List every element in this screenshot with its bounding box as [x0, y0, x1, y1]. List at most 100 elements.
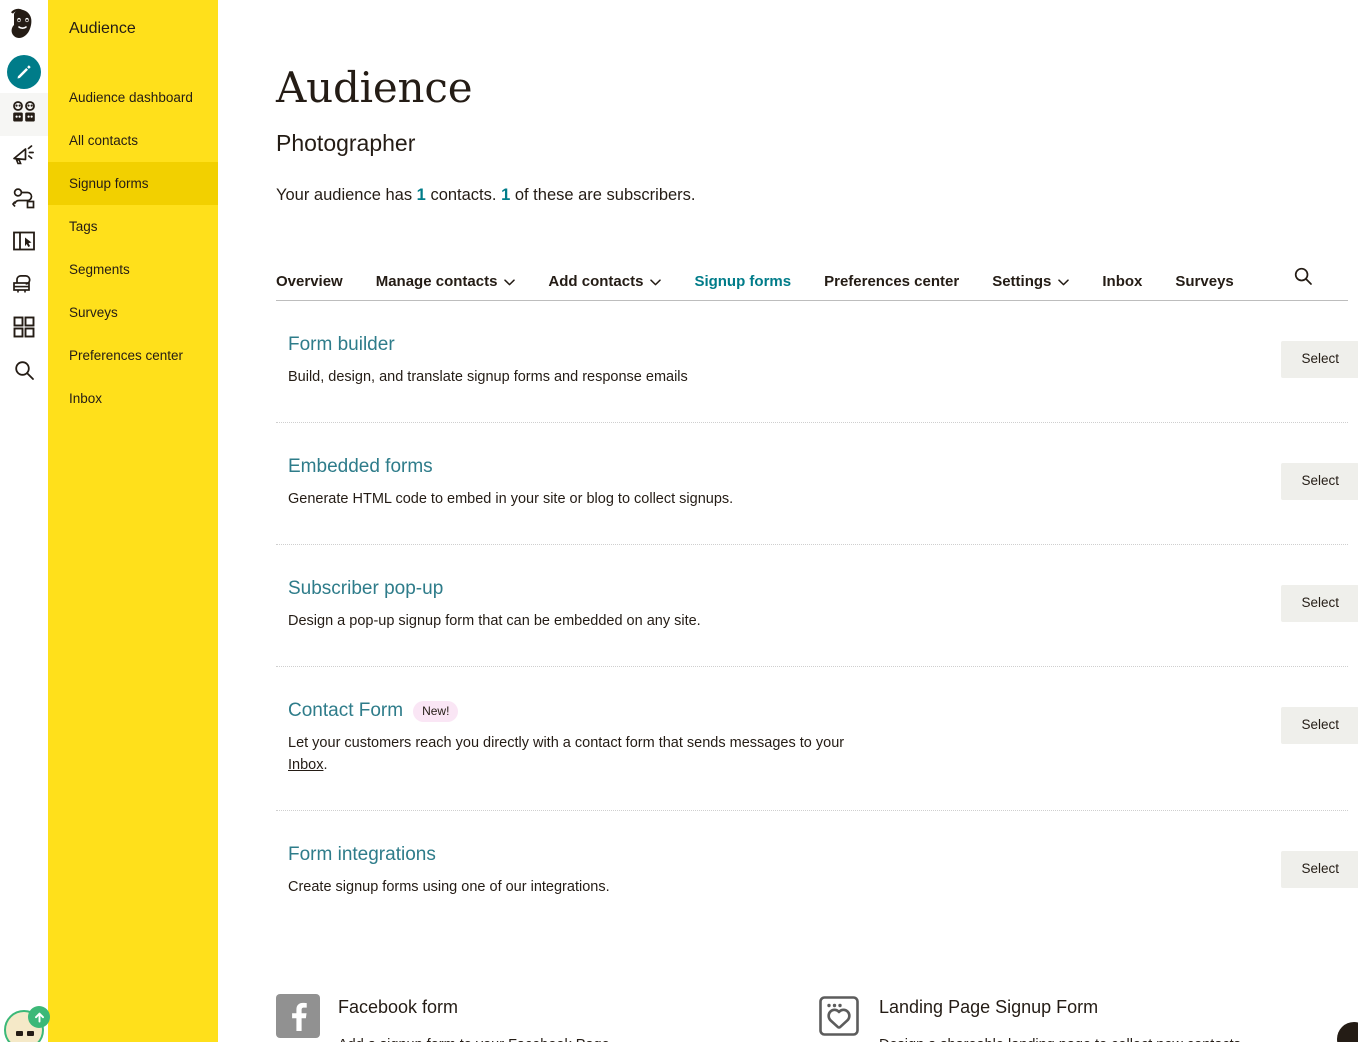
summary-text-post: of these are subscribers.	[510, 186, 696, 204]
tab-add-contacts[interactable]: Add contacts	[548, 273, 662, 300]
option-title-label: Form builder	[288, 334, 395, 355]
additional-options-cards: Facebook form Add a signup form to your …	[276, 994, 1358, 1042]
tab-label: Surveys	[1175, 273, 1234, 290]
card-description: Add a signup form to your Facebook Page.	[338, 1035, 614, 1042]
tab-manage-contacts[interactable]: Manage contacts	[376, 273, 516, 300]
option-description: Create signup forms using one of our int…	[288, 879, 610, 895]
sidebar-item-label: All contacts	[69, 133, 139, 148]
arrow-up-icon[interactable]	[28, 1006, 50, 1028]
option-title-label: Subscriber pop-up	[288, 578, 444, 599]
tab-inbox[interactable]: Inbox	[1102, 273, 1142, 300]
card-title: Landing Page Signup Form	[879, 997, 1099, 1017]
pencil-compose-icon	[7, 54, 41, 89]
sidebar-item-audience-dashboard[interactable]: Audience dashboard	[48, 76, 218, 119]
option-description-pre: Let your customers reach you directly wi…	[288, 735, 845, 751]
tab-label: Signup forms	[694, 273, 792, 290]
sidebar-item-preferences-center[interactable]: Preferences center	[48, 334, 218, 377]
megaphone-campaigns-icon	[12, 144, 36, 171]
audience-summary: Your audience has 1 contacts. 1 of these…	[276, 184, 1358, 206]
sidebar-item-all-contacts[interactable]: All contacts	[48, 119, 218, 162]
option-title-link[interactable]: Form builder	[288, 333, 1348, 357]
tab-label: Manage contacts	[375, 273, 498, 290]
icon-rail	[0, 0, 50, 1042]
sidebar-nav-list: Audience dashboard All contacts Signup f…	[48, 76, 218, 420]
subscribers-count: 1	[501, 186, 511, 204]
facebook-icon	[276, 994, 320, 1042]
rail-item-integrations[interactable]	[0, 308, 48, 351]
option-row-subscriber-popup: Subscriber pop-up Design a pop-up signup…	[276, 545, 1358, 667]
contacts-count: 1	[416, 186, 426, 204]
option-description: Let your customers reach you directly wi…	[288, 732, 858, 776]
sidebar-item-surveys[interactable]: Surveys	[48, 291, 218, 334]
select-button-form-builder[interactable]: Select	[1281, 341, 1358, 378]
select-button-subscriber-popup[interactable]: Select	[1281, 585, 1358, 622]
sidebar-item-label: Tags	[69, 219, 98, 234]
option-row-form-integrations: Form integrations Create signup forms us…	[276, 811, 1358, 932]
rail-item-automations[interactable]	[0, 179, 48, 222]
option-title-label: Form integrations	[288, 844, 436, 865]
rail-item-campaigns[interactable]	[0, 136, 48, 179]
option-row-embedded-forms: Embedded forms Generate HTML code to emb…	[276, 423, 1358, 545]
chevron-down-icon	[1058, 273, 1070, 290]
option-title-link[interactable]: Subscriber pop-up	[288, 577, 1348, 601]
tab-label: Inbox	[1102, 273, 1143, 290]
audience-sidebar: Audience Audience dashboard All contacts…	[48, 0, 218, 1042]
content-studio-icon	[12, 273, 36, 300]
option-description: Generate HTML code to embed in your site…	[288, 491, 734, 507]
option-description: Design a pop-up signup form that can be …	[288, 613, 701, 629]
select-button-form-integrations[interactable]: Select	[1281, 851, 1358, 888]
tab-label: Preferences center	[824, 273, 960, 290]
option-title-label: Embedded forms	[288, 456, 433, 477]
search-icon	[1293, 267, 1313, 290]
audience-tab-bar: Overview Manage contacts Add contacts Si…	[276, 267, 1348, 301]
audience-name: Photographer	[276, 130, 416, 156]
tab-label: Add contacts	[548, 273, 644, 290]
sidebar-item-tags[interactable]: Tags	[48, 205, 218, 248]
rail-item-content[interactable]	[0, 265, 48, 308]
summary-text-pre: Your audience has	[276, 186, 417, 204]
option-title-link[interactable]: Embedded forms	[288, 455, 1348, 479]
sidebar-item-label: Surveys	[69, 305, 118, 320]
tab-preferences-center[interactable]: Preferences center	[824, 273, 959, 300]
tab-overview[interactable]: Overview	[276, 273, 343, 300]
option-title-label: Contact Form	[288, 700, 404, 721]
tab-signup-forms[interactable]: Signup forms	[694, 273, 791, 300]
chevron-down-icon	[650, 273, 662, 290]
sidebar-item-label: Signup forms	[69, 176, 149, 191]
rail-item-search[interactable]	[0, 351, 48, 394]
rail-item-compose[interactable]	[0, 50, 48, 93]
option-title-link[interactable]: Form integrations	[288, 843, 1348, 867]
card-facebook-form: Facebook form Add a signup form to your …	[276, 994, 817, 1042]
inbox-link[interactable]: Inbox	[288, 757, 324, 773]
tab-search-button[interactable]	[1293, 266, 1313, 300]
rail-avatar-area[interactable]	[0, 1006, 50, 1042]
sidebar-item-segments[interactable]: Segments	[48, 248, 218, 291]
option-title-link[interactable]: Contact Form New!	[288, 699, 1348, 723]
tab-surveys[interactable]: Surveys	[1175, 273, 1233, 300]
sidebar-item-inbox[interactable]: Inbox	[48, 377, 218, 420]
rail-item-audience[interactable]	[0, 93, 48, 136]
option-description: Build, design, and translate signup form…	[288, 369, 688, 385]
sidebar-item-label: Preferences center	[69, 348, 184, 363]
card-description: Design a shareable landing page to colle…	[879, 1035, 1245, 1042]
select-button-contact-form[interactable]: Select	[1281, 707, 1358, 744]
tab-settings[interactable]: Settings	[992, 273, 1070, 300]
new-badge: New!	[413, 700, 459, 722]
option-row-contact-form: Contact Form New! Let your customers rea…	[276, 667, 1358, 811]
card-landing-page-signup-form: Landing Page Signup Form Design a sharea…	[817, 994, 1358, 1042]
automations-journey-icon	[12, 187, 36, 214]
select-button-embedded-forms[interactable]: Select	[1281, 463, 1358, 500]
mailchimp-freddie-logo[interactable]	[0, 0, 48, 50]
option-row-form-builder: Form builder Build, design, and translat…	[276, 301, 1358, 423]
summary-text-mid: contacts.	[425, 186, 502, 204]
audience-contacts-icon	[12, 101, 36, 128]
website-content-icon	[12, 230, 36, 257]
page-title: Audience	[276, 63, 473, 112]
card-title: Facebook form	[338, 997, 459, 1017]
sidebar-item-signup-forms[interactable]: Signup forms	[48, 162, 218, 205]
tab-label: Overview	[276, 273, 343, 290]
chevron-down-icon	[504, 273, 516, 290]
rail-item-website[interactable]	[0, 222, 48, 265]
tab-label: Settings	[992, 273, 1052, 290]
